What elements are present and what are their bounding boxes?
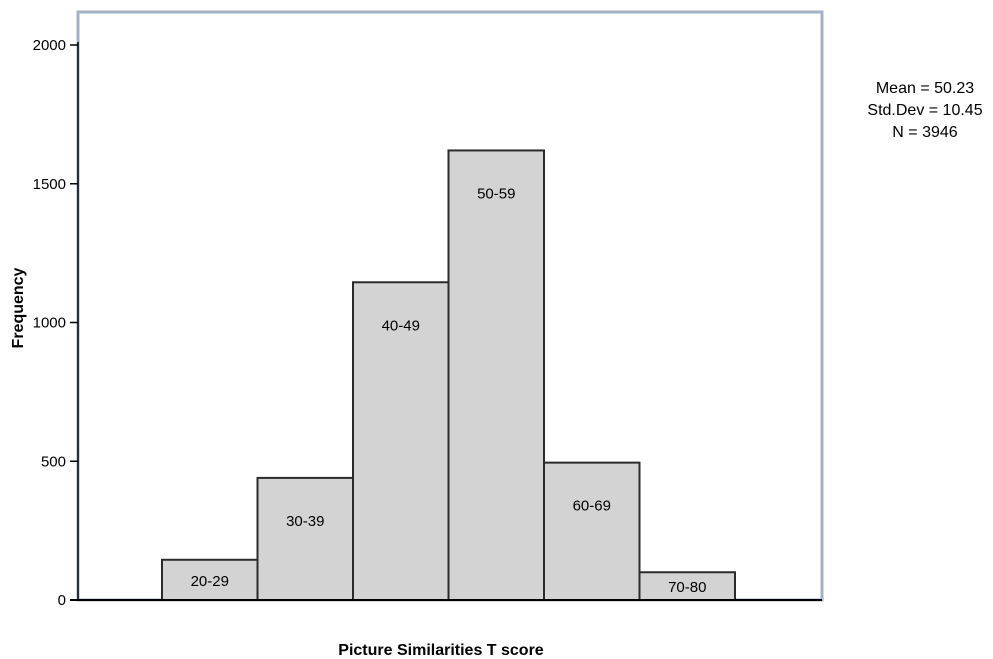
bar-label-30-39: 30-39: [286, 513, 324, 530]
bar-label-50-59: 50-59: [477, 185, 515, 202]
y-tick-label-1000: 1000: [33, 315, 66, 332]
bar-label-20-29: 20-29: [191, 573, 229, 590]
histogram-bar-30-39: [256, 476, 354, 601]
y-tick-label-2000: 2000: [33, 37, 66, 54]
y-axis: 0 500 1000 1500 2000: [33, 37, 822, 609]
bars-group: 20-29 30-39 40-49 50-59 60-69 70-80: [161, 149, 736, 602]
y-tick-label-0: 0: [58, 592, 66, 609]
histogram-bar-50-59: [447, 149, 545, 601]
x-axis-label: Picture Similarities T score: [338, 642, 544, 659]
histogram-bar-40-49: [352, 281, 450, 601]
summary-statistics: Mean = 50.23 Std.Dev = 10.45 N = 3946: [840, 78, 993, 144]
bar-label-40-49: 40-49: [382, 317, 420, 334]
histogram-bar-70-80: [638, 571, 736, 601]
bar-label-70-80: 70-80: [668, 579, 706, 596]
stat-std-dev: Std.Dev = 10.45: [867, 102, 983, 119]
bar-label-60-69: 60-69: [573, 498, 611, 515]
stat-mean: Mean = 50.23: [875, 80, 975, 97]
y-tick-label-500: 500: [41, 453, 66, 470]
histogram-bar-60-69: [543, 461, 641, 602]
stat-n: N = 3946: [892, 124, 958, 141]
y-tick-label-1500: 1500: [33, 176, 66, 193]
y-axis-label: Frequency: [10, 267, 27, 348]
